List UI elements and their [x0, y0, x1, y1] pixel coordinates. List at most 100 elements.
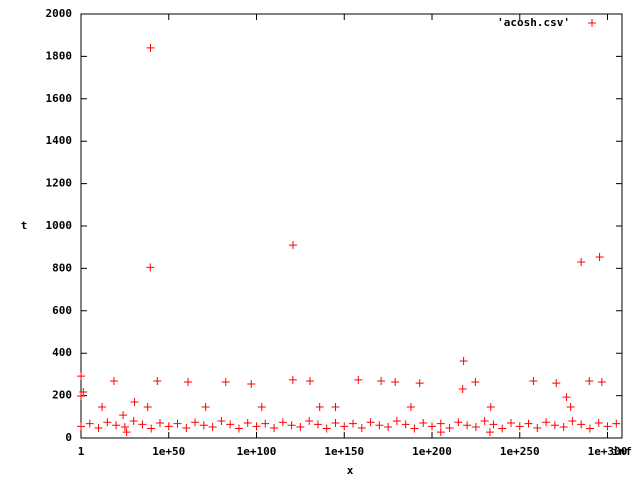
- y-tick-label: 2000: [46, 7, 73, 20]
- point: [594, 418, 603, 427]
- point: [410, 424, 419, 433]
- point: [550, 421, 559, 430]
- point: [278, 418, 287, 427]
- point: [603, 422, 612, 431]
- point: [471, 378, 480, 387]
- point: [485, 428, 494, 437]
- point: [184, 378, 193, 387]
- point: [480, 417, 489, 426]
- point: [612, 419, 621, 428]
- y-tick-label: 400: [52, 346, 72, 359]
- point: [252, 422, 261, 431]
- point: [261, 419, 270, 428]
- point: [288, 241, 297, 250]
- point: [340, 422, 349, 431]
- x-tick-label: inf: [612, 445, 632, 458]
- point: [182, 424, 191, 433]
- point: [130, 397, 139, 406]
- point: [94, 424, 103, 433]
- point: [542, 418, 551, 427]
- point: [436, 428, 445, 437]
- point: [506, 418, 515, 427]
- point: [597, 378, 606, 387]
- point: [559, 422, 568, 431]
- point: [112, 421, 121, 430]
- point: [147, 424, 156, 433]
- point: [77, 372, 85, 381]
- point: [436, 419, 445, 428]
- point: [428, 422, 437, 431]
- y-tick-label: 600: [52, 304, 72, 317]
- point: [392, 417, 401, 426]
- point: [585, 376, 594, 385]
- point: [463, 421, 472, 430]
- point: [529, 376, 538, 385]
- point: [119, 411, 128, 420]
- y-tick-label: 1800: [46, 49, 73, 62]
- point: [458, 385, 467, 394]
- point: [375, 421, 384, 430]
- point: [454, 418, 463, 427]
- point: [515, 422, 524, 431]
- point: [445, 424, 454, 433]
- point: [234, 424, 243, 433]
- legend-label: 'acosh.csv': [497, 16, 570, 29]
- x-tick-label: 1e+250: [500, 445, 540, 458]
- point: [391, 378, 400, 387]
- point: [109, 376, 118, 385]
- point: [384, 422, 393, 431]
- x-tick-label: 1e+100: [237, 445, 277, 458]
- point: [524, 419, 533, 428]
- point: [247, 379, 256, 388]
- point: [595, 252, 604, 261]
- point: [173, 419, 182, 428]
- point: [120, 422, 129, 431]
- point: [208, 422, 217, 431]
- point: [199, 421, 208, 430]
- x-tick-label: 1e+150: [324, 445, 364, 458]
- point: [313, 420, 322, 429]
- point: [201, 403, 210, 412]
- point: [164, 422, 173, 431]
- point: [401, 420, 410, 429]
- x-tick-label: 1e+50: [152, 445, 185, 458]
- point: [287, 421, 296, 430]
- y-tick-label: 1600: [46, 92, 73, 105]
- point: [243, 418, 252, 427]
- x-tick-label: 1: [78, 445, 85, 458]
- point: [459, 357, 468, 366]
- point: [331, 418, 340, 427]
- y-tick-label: 1200: [46, 177, 73, 190]
- x-tick-label: 1e+300: [588, 445, 628, 458]
- point: [153, 376, 162, 385]
- point: [568, 417, 577, 426]
- point: [315, 403, 324, 412]
- point: [331, 403, 340, 412]
- point: [296, 422, 305, 431]
- y-tick-label: 800: [52, 261, 72, 274]
- point: [552, 379, 561, 388]
- point: [103, 418, 112, 427]
- point: [79, 387, 88, 396]
- point: [77, 422, 85, 431]
- point: [349, 419, 358, 428]
- point: [419, 418, 428, 427]
- point: [143, 403, 152, 412]
- y-axis-label: t: [21, 219, 28, 232]
- legend-marker: [588, 19, 596, 27]
- point: [146, 263, 155, 272]
- point: [257, 403, 266, 412]
- point: [566, 403, 575, 412]
- point: [138, 420, 147, 429]
- point: [354, 375, 363, 384]
- point: [406, 403, 415, 412]
- point: [562, 393, 571, 402]
- point: [122, 428, 131, 437]
- point: [585, 424, 594, 433]
- point: [357, 424, 366, 433]
- point: [471, 422, 480, 431]
- point: [98, 403, 107, 412]
- point: [129, 417, 138, 426]
- point: [305, 376, 314, 385]
- point: [366, 418, 375, 427]
